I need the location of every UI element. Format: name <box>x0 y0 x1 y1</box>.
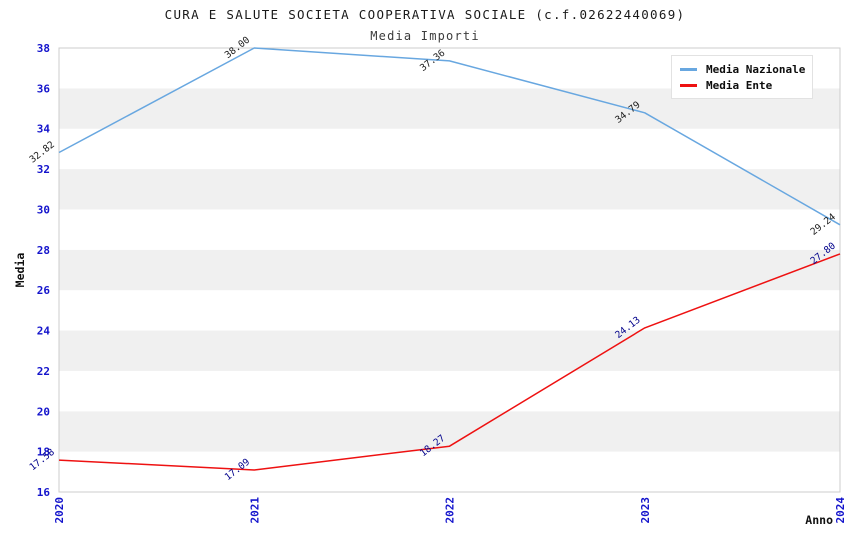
x-axis-ticks: 2020 2021 2022 2023 2024 <box>53 497 847 524</box>
plot-border <box>58 47 841 493</box>
x-tick-label: 2022 <box>444 497 457 524</box>
plot-band <box>59 451 840 492</box>
y-tick-label: 24 <box>37 325 51 338</box>
x-tick-label: 2021 <box>248 497 261 524</box>
legend-item-media-ente: Media Ente <box>680 77 804 93</box>
y-tick-label: 28 <box>37 244 50 257</box>
series-line <box>58 47 841 226</box>
y-tick-label: 26 <box>37 284 51 297</box>
y-tick-label: 22 <box>37 365 50 378</box>
series-lines <box>58 47 841 471</box>
plot-band <box>59 249 840 291</box>
x-tick-label: 2020 <box>53 497 66 524</box>
y-tick-label: 34 <box>37 123 51 136</box>
y-tick-label: 16 <box>37 486 51 499</box>
plot-band <box>59 411 840 452</box>
y-tick-label: 20 <box>37 405 50 418</box>
chart-title: CURA E SALUTE SOCIETA COOPERATIVA SOCIAL… <box>165 7 686 22</box>
y-tick-label: 18 <box>37 446 50 459</box>
media-nazionale-line-swatch <box>680 67 697 71</box>
y-axis-label: Media <box>13 253 27 288</box>
plot-band <box>59 209 840 250</box>
series-line <box>58 253 841 471</box>
y-axis-ticks: 16 18 20 22 24 26 28 30 32 34 36 38 <box>37 42 51 499</box>
y-tick-label: 32 <box>37 163 50 176</box>
x-tick-label: 2024 <box>834 497 847 524</box>
y-tick-label: 36 <box>37 82 51 95</box>
plot-band <box>59 128 840 170</box>
legend-label: Media Ente <box>706 78 773 92</box>
x-tick-label: 2023 <box>639 497 652 524</box>
y-tick-label: 38 <box>37 42 50 55</box>
plot-band <box>59 370 840 412</box>
legend-label: Media Nazionale <box>706 62 806 76</box>
chart-subtitle: Media Importi <box>370 29 480 43</box>
background-bands <box>59 48 840 492</box>
legend: Media Nazionale Media Ente <box>671 55 813 99</box>
legend-item-media-nazionale: Media Nazionale <box>680 61 806 77</box>
plot-band <box>59 169 840 210</box>
y-tick-label: 30 <box>37 203 50 216</box>
x-axis-label: Anno <box>805 513 833 527</box>
data-point-label: 32.82 <box>28 139 57 165</box>
plot-band <box>59 330 840 371</box>
media-ente-line-swatch <box>680 83 697 87</box>
plot-band <box>59 290 840 331</box>
